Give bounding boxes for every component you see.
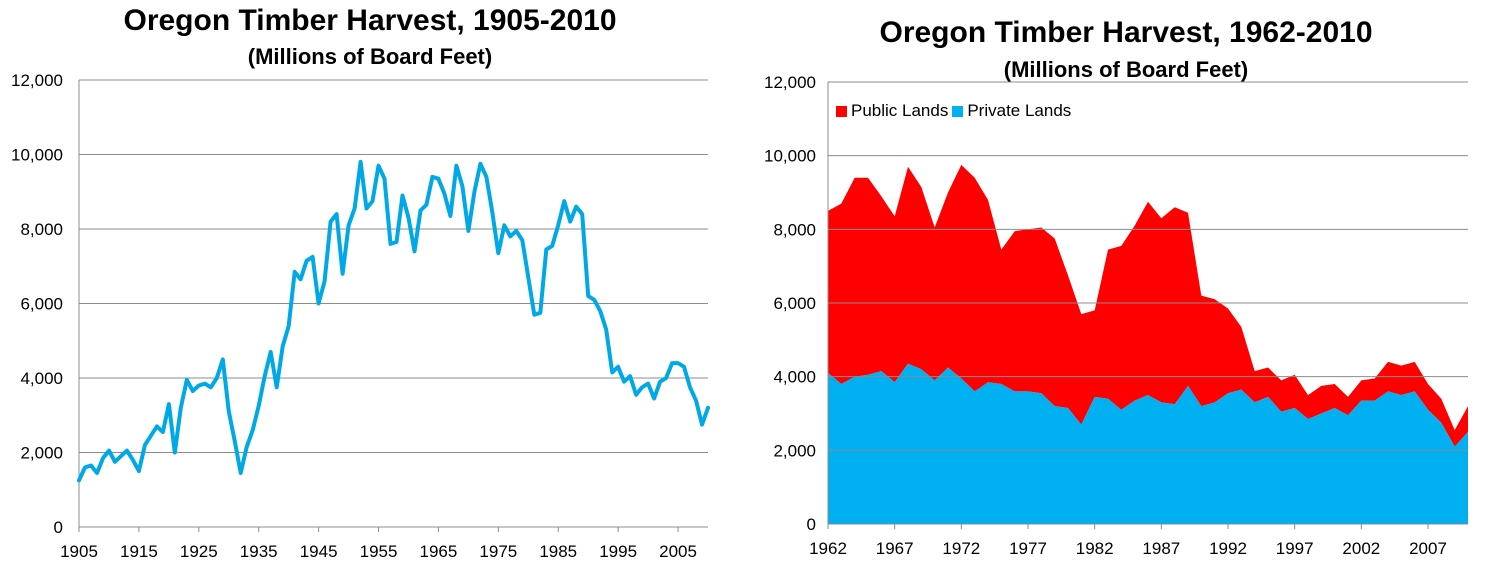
- chart-title: Oregon Timber Harvest, 1962-2010: [879, 16, 1373, 49]
- left-chart-panel: Oregon Timber Harvest, 1905-2010 (Millio…: [0, 0, 740, 564]
- x-tick-label: 1977: [1009, 539, 1047, 558]
- harvest-line: [77, 159, 710, 483]
- x-tick-label: 1997: [1276, 539, 1314, 558]
- y-tick-label: 4,000: [773, 368, 816, 387]
- y-tick-label: 12,000: [764, 73, 816, 92]
- x-tick-label: 1995: [599, 542, 637, 561]
- x-tick-label: 1967: [876, 539, 914, 558]
- x-tick-label: 1925: [180, 542, 218, 561]
- x-tick-label: 1987: [1142, 539, 1180, 558]
- x-tick-label: 1992: [1209, 539, 1247, 558]
- y-tick-label: 0: [807, 515, 816, 534]
- y-tick-label: 4,000: [20, 369, 63, 388]
- chart-legend: Public Lands Private Lands: [836, 101, 1075, 121]
- right-chart-panel: Oregon Timber Harvest, 1962-2010 (Millio…: [750, 0, 1502, 564]
- line-chart-svg: 0 2,000 4,000 6,000 8,000 10,000 12,000 1905 191…: [11, 71, 710, 561]
- x-tick-label: 1915: [120, 542, 158, 561]
- y-tick-label: 2,000: [773, 441, 816, 460]
- area-chart-svg: 0 2,000 4,000 6,000 8,000 10,000 12,000 1962 196…: [764, 73, 1468, 558]
- legend-label-private: Private Lands: [967, 101, 1072, 120]
- x-tick-label: 2007: [1409, 539, 1447, 558]
- x-tick-label: 1965: [420, 542, 458, 561]
- x-tick-label: 1982: [1076, 539, 1114, 558]
- x-tick-label: 1985: [539, 542, 577, 561]
- private-lands-area: [828, 363, 1468, 524]
- y-tick-label: 10,000: [764, 147, 816, 166]
- x-tick-label: 1975: [479, 542, 517, 561]
- x-tick-label: 2002: [1342, 539, 1380, 558]
- y-tick-label: 8,000: [20, 220, 63, 239]
- y-tick-label: 6,000: [773, 294, 816, 313]
- x-tick-label: 1905: [60, 542, 98, 561]
- y-tick-label: 12,000: [11, 71, 63, 90]
- legend-item-public: Public Lands: [836, 101, 948, 121]
- x-tick-label: 1935: [240, 542, 278, 561]
- chart-subtitle: (Millions of Board Feet): [247, 44, 493, 69]
- chart-title: Oregon Timber Harvest, 1905-2010: [123, 4, 617, 37]
- y-tick-label: 2,000: [20, 444, 63, 463]
- y-tick-label: 8,000: [773, 220, 816, 239]
- chart-subtitle: (Millions of Board Feet): [1003, 57, 1249, 82]
- legend-item-private: Private Lands: [952, 101, 1071, 121]
- y-tick-label: 6,000: [20, 295, 63, 314]
- legend-swatch-private: [952, 105, 964, 117]
- y-tick-label: 0: [54, 518, 63, 537]
- x-tick-label: 1945: [300, 542, 338, 561]
- y-tick-label: 10,000: [11, 146, 63, 165]
- legend-label-public: Public Lands: [851, 101, 949, 120]
- x-tick-label: 1962: [809, 539, 847, 558]
- x-tick-label: 1955: [360, 542, 398, 561]
- x-tick-label: 1972: [942, 539, 980, 558]
- x-tick-label: 2005: [659, 542, 697, 561]
- legend-swatch-public: [836, 105, 847, 117]
